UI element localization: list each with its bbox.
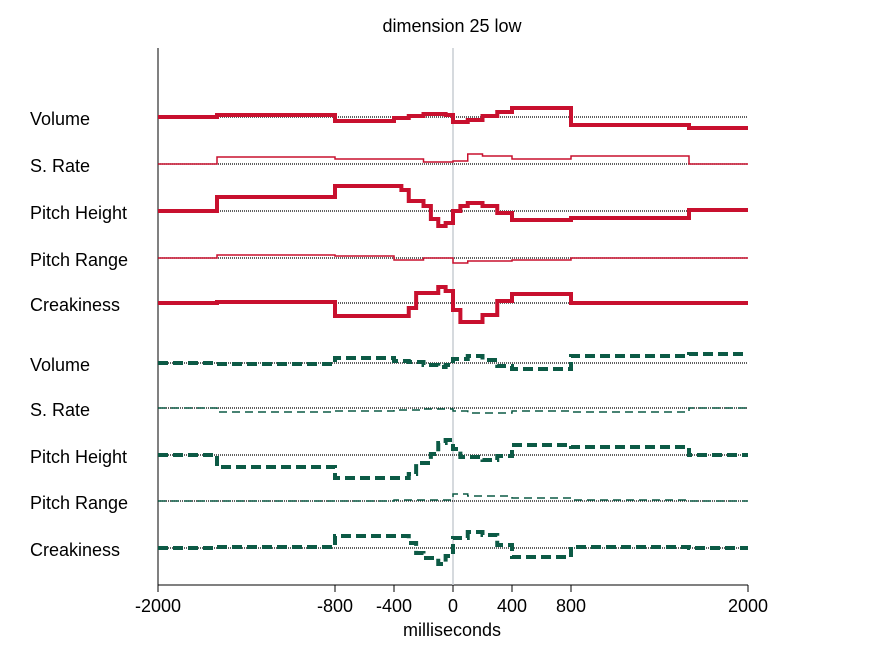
row-label: Pitch Range bbox=[30, 250, 128, 270]
x-tick-label: -2000 bbox=[135, 596, 181, 616]
row-label: Pitch Height bbox=[30, 203, 127, 223]
x-tick-label: -800 bbox=[317, 596, 353, 616]
row-label: Pitch Height bbox=[30, 447, 127, 467]
plot-area bbox=[157, 48, 748, 586]
row-labels: Volume S. Rate Pitch Height Pitch Range Crea… bbox=[30, 109, 128, 560]
series-line-pitch-height-green bbox=[158, 438, 748, 480]
row-label: Pitch Range bbox=[30, 493, 128, 513]
row-label: Creakiness bbox=[30, 540, 120, 560]
row-label: S. Rate bbox=[30, 156, 90, 176]
x-tick-label: -400 bbox=[376, 596, 412, 616]
x-ticks: -2000 -800 -400 0 400 800 2000 bbox=[135, 585, 768, 616]
row-label: Creakiness bbox=[30, 295, 120, 315]
series-layer bbox=[158, 106, 748, 566]
series-line-pitch-height-red bbox=[158, 184, 748, 228]
x-tick-label: 800 bbox=[556, 596, 586, 616]
series-line-pitch-range-red bbox=[158, 254, 748, 264]
chart-title: dimension 25 low bbox=[382, 16, 522, 36]
series-line-creakiness-green bbox=[158, 530, 748, 566]
series-line-creakiness-red bbox=[158, 285, 748, 324]
series-line-volume-red bbox=[158, 106, 748, 130]
x-axis-label: milliseconds bbox=[403, 620, 501, 640]
series-line-s-rate-red bbox=[158, 153, 748, 165]
row-label: Volume bbox=[30, 109, 90, 129]
x-tick-label: 2000 bbox=[728, 596, 768, 616]
row-label: S. Rate bbox=[30, 400, 90, 420]
series-line-volume-green bbox=[158, 352, 748, 371]
series-line-s-rate-green bbox=[158, 407, 748, 414]
series-line-pitch-range-green bbox=[158, 493, 748, 502]
row-label: Volume bbox=[30, 355, 90, 375]
x-tick-label: 0 bbox=[448, 596, 458, 616]
x-tick-label: 400 bbox=[497, 596, 527, 616]
